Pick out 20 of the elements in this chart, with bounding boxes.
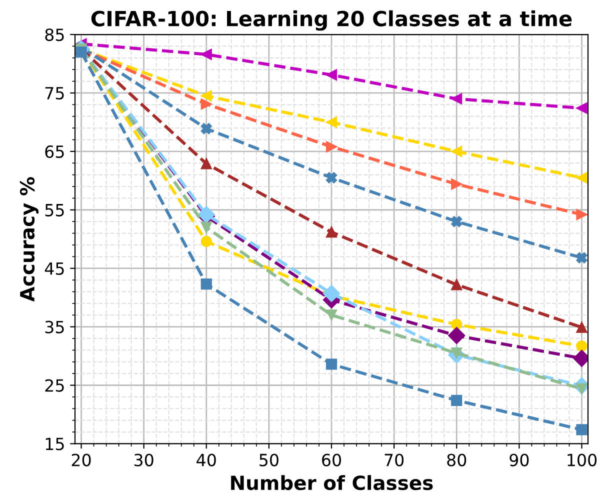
x-tick-label: 60 [322,454,341,466]
x-tick-label: 40 [196,454,216,466]
y-tick-label: 65 [45,145,64,158]
x-tick-label: 30 [134,454,154,466]
y-tick-label: 25 [45,379,64,392]
y-tick-label: 55 [45,204,64,216]
y-tick-label: 75 [45,87,64,100]
y-tick-label: 35 [45,320,64,334]
x-tick-label: 20 [72,454,91,466]
y-tick-label: 15 [46,438,64,450]
x-tick-label: 90 [510,454,529,466]
y-tick-label: 85 [45,28,64,42]
x-tick-label: 100 [568,454,597,466]
x-axis-title: Number of Classes [231,475,433,490]
x-tick-label: 70 [384,454,404,466]
y-tick-label: 45 [44,262,64,275]
chart-title: CIFAR-100: Learning 20 Classes at a time [91,10,572,31]
x-tick-label: 80 [447,454,466,466]
x-tick-label: 50 [260,454,278,466]
y-axis-title: Accuracy % [20,177,39,302]
